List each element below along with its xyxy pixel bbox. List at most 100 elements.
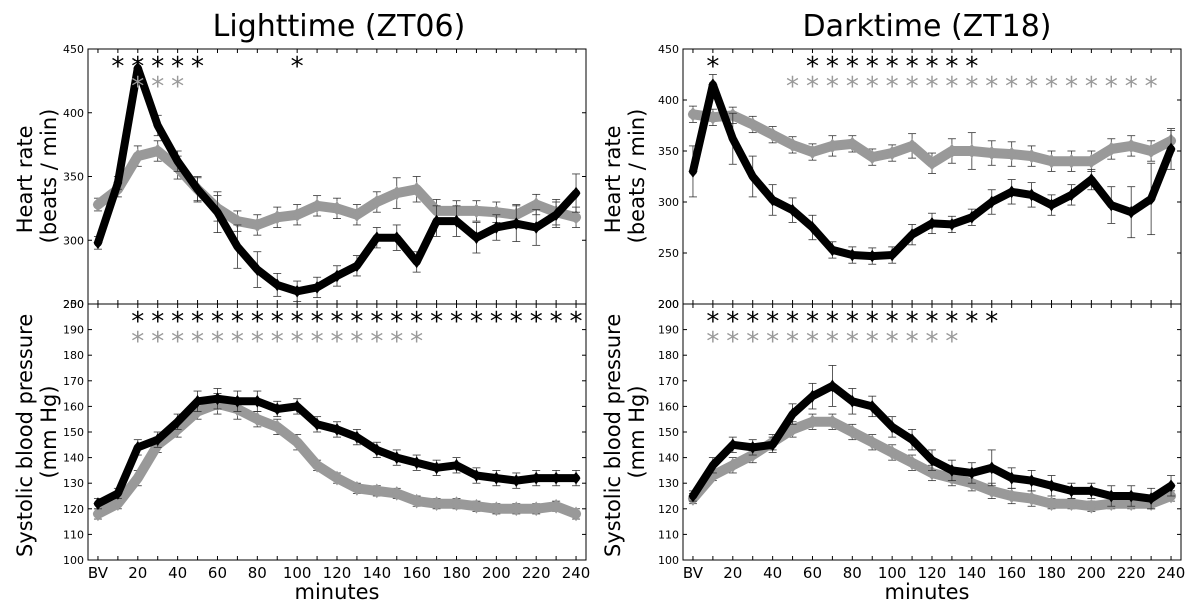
significance-star: * (846, 327, 859, 357)
blood-pressure-plot: 100 110 120 130 140 150 160 170 180 190 200 BV 20 40 6… (658, 298, 1185, 582)
data-point (748, 440, 758, 454)
significance-star: * (390, 327, 403, 357)
significance-star: * (570, 307, 583, 337)
data-point (947, 464, 957, 477)
data-point (312, 417, 322, 431)
significance-star: * (726, 307, 739, 337)
data-point (1066, 496, 1077, 512)
significance-star: * (1025, 72, 1038, 102)
data-point (471, 469, 481, 482)
significance-star: * (886, 307, 899, 337)
data-point (1145, 143, 1157, 159)
data-point (311, 457, 323, 473)
x-tick-label: 60 (803, 564, 822, 582)
significance-star: * (706, 307, 719, 337)
data-point (748, 170, 758, 183)
significance-star: * (151, 52, 164, 82)
y-tick-label: 150 (63, 426, 84, 439)
data-point (133, 61, 143, 75)
y-tick-label: 130 (63, 477, 84, 490)
data-point (926, 155, 938, 171)
data-point (352, 259, 362, 273)
data-point (173, 415, 183, 429)
data-point (728, 132, 738, 146)
panel-title: Darktime (ZT18) (803, 9, 1052, 44)
data-point (768, 438, 778, 452)
data-point (391, 486, 402, 501)
x-tick-label: 80 (843, 564, 862, 582)
significance-star: * (706, 52, 719, 82)
data-point (907, 433, 917, 447)
data-point (906, 455, 918, 471)
significance-star: * (926, 327, 939, 357)
significance-star: * (1105, 72, 1118, 102)
y-tick-label: 400 (658, 94, 679, 107)
data-point (767, 127, 778, 143)
significance-star: * (746, 307, 759, 337)
data-point (1046, 153, 1057, 169)
significance-star: * (211, 307, 224, 337)
x-tick-label: 140 (363, 564, 392, 582)
significance-star: * (171, 307, 184, 337)
data-point (411, 181, 422, 197)
y-tick-label: 350 (63, 171, 84, 184)
significance-star: * (1045, 72, 1058, 102)
data-point (847, 394, 857, 408)
significance-star: * (311, 307, 324, 337)
black-series (688, 365, 1176, 510)
significance-star: * (726, 327, 739, 357)
significance-star: * (866, 52, 879, 82)
significance-star: * (985, 72, 998, 102)
data-point (807, 144, 818, 160)
significance-star: * (470, 307, 483, 337)
data-point (371, 194, 383, 210)
data-point (1086, 153, 1097, 169)
data-point (431, 496, 442, 512)
significance-star: * (826, 327, 839, 357)
significance-star: * (131, 72, 144, 102)
significance-star: * (1085, 72, 1098, 102)
y-tick-label: 250 (658, 247, 679, 260)
data-point (808, 221, 817, 234)
data-point (92, 506, 104, 522)
y-tick-label: 170 (63, 375, 84, 388)
data-point (471, 498, 482, 514)
significance-star: * (1145, 72, 1158, 102)
data-point (471, 231, 481, 245)
significance-star: * (926, 72, 939, 102)
data-point (551, 208, 561, 222)
data-point (372, 231, 382, 245)
significance-star: * (806, 327, 819, 357)
data-point (827, 379, 837, 393)
x-tick-label: 20 (128, 564, 147, 582)
significance-star: * (251, 307, 264, 337)
black-line (94, 64, 580, 296)
x-axis-title: minutes (884, 580, 969, 604)
significance-star: * (806, 307, 819, 337)
data-point (232, 240, 242, 253)
y-tick-label: 180 (63, 349, 84, 362)
data-point (152, 143, 163, 159)
significance-star: * (171, 327, 184, 357)
data-point (688, 165, 698, 178)
data-point (570, 209, 582, 225)
significance-star: * (171, 72, 184, 102)
data-point (571, 471, 581, 485)
data-point (728, 438, 738, 452)
data-point (252, 217, 263, 233)
gray-series (687, 105, 1177, 174)
panel-lighttime: Lighttime (ZT06) Heart rate (beats / min… (13, 9, 590, 604)
data-point (272, 419, 283, 435)
data-point (787, 137, 798, 153)
data-point (1126, 138, 1137, 154)
significance-star: * (965, 72, 978, 102)
data-point (331, 470, 343, 486)
data-point (213, 205, 222, 219)
data-point (92, 197, 104, 212)
data-point (1026, 148, 1037, 164)
data-point (372, 443, 382, 457)
significance-star: * (906, 52, 919, 82)
significance-star: * (490, 307, 503, 337)
x-tick-label: 160 (402, 564, 431, 582)
